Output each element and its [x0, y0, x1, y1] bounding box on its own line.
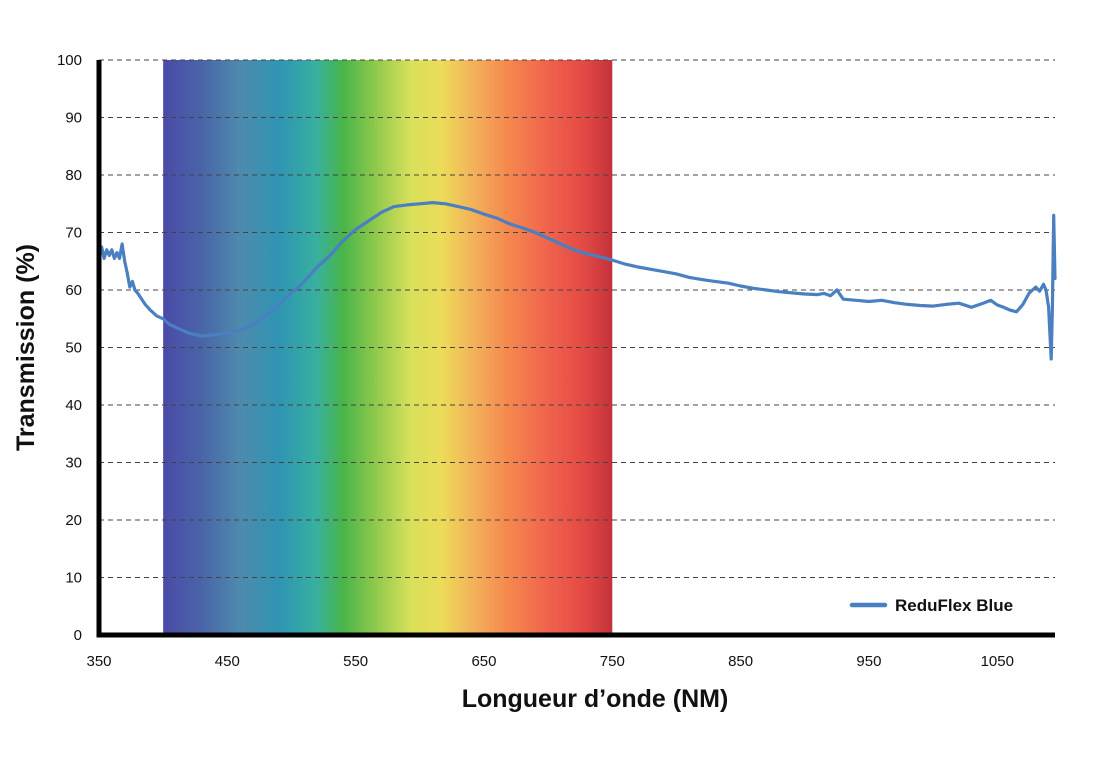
- legend-label: ReduFlex Blue: [895, 596, 1013, 615]
- y-axis-title: Transmission (%): [12, 244, 40, 451]
- y-tick-label: 30: [65, 455, 82, 472]
- y-tick-label: 80: [65, 167, 82, 184]
- x-tick-label: 450: [215, 653, 240, 670]
- x-tick-label: 1050: [981, 653, 1014, 670]
- legend: ReduFlex Blue: [849, 596, 1013, 615]
- series-line-reduflex-blue: [97, 201, 1057, 361]
- gridlines: [99, 59, 1055, 578]
- y-tick-label: 60: [65, 282, 82, 299]
- y-tick-label: 100: [57, 52, 82, 69]
- y-tick-labels: 0 10 20 30 40 50 60 70 80 90 100: [57, 52, 82, 644]
- x-tick-label: 550: [343, 653, 368, 670]
- y-tick-label: 10: [65, 570, 82, 587]
- x-tick-label: 350: [86, 653, 111, 670]
- x-tick-label: 650: [471, 653, 496, 670]
- y-tick-label: 20: [65, 512, 82, 529]
- y-tick-label: 50: [65, 340, 82, 357]
- y-tick-label: 90: [65, 110, 82, 127]
- x-tick-labels: 350 450 550 650 750 850 950 1050: [86, 653, 1013, 670]
- y-tick-label: 0: [74, 627, 82, 644]
- x-axis-title: Longueur d’onde (NM): [462, 685, 729, 713]
- x-tick-label: 850: [728, 653, 753, 670]
- y-tick-label: 40: [65, 397, 82, 414]
- y-tick-label: 70: [65, 225, 82, 242]
- x-tick-label: 950: [856, 653, 881, 670]
- x-tick-label: 750: [600, 653, 625, 670]
